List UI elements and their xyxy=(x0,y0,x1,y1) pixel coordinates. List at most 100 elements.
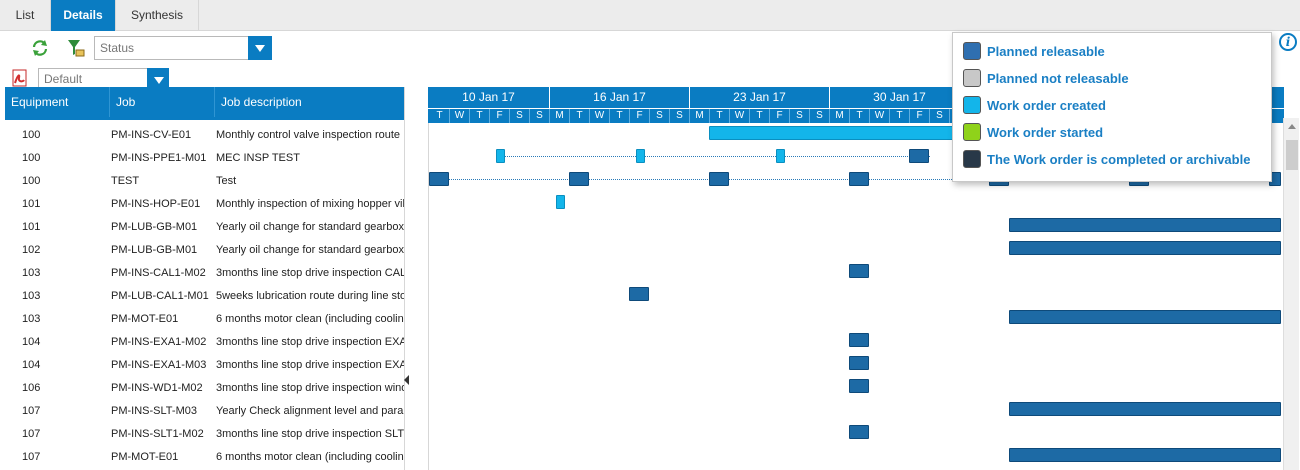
table-row[interactable]: 104 PM-INS-EXA1-M03 3months line stop driv… xyxy=(5,354,404,377)
gantt-bar[interactable] xyxy=(429,172,449,186)
table-row[interactable]: 101 PM-INS-HOP-E01 Monthly inspection of m… xyxy=(5,193,404,216)
gantt-bar[interactable] xyxy=(1009,310,1281,324)
table-row[interactable]: 100 TEST Test xyxy=(5,170,404,193)
table-row[interactable]: 107 PM-INS-SLT-M03 Yearly Check alignment … xyxy=(5,400,404,423)
table-row[interactable]: 103 PM-MOT-E01 6 months motor clean (inclu… xyxy=(5,308,404,331)
cell-description: 3months line stop drive inspection EXA xyxy=(216,336,404,348)
grid-header-divider xyxy=(5,117,404,120)
cell-description: 5weeks lubrication route during line sto xyxy=(216,290,404,302)
gantt-bar-created[interactable] xyxy=(556,195,565,209)
table-row[interactable]: 100 PM-INS-CV-E01 Monthly control valve in… xyxy=(5,124,404,147)
view-select[interactable]: Default xyxy=(38,68,169,88)
cell-job: PM-LUB-GB-M01 xyxy=(111,244,198,256)
legend-label: Planned not releasable xyxy=(987,71,1129,86)
gantt-day-label: W xyxy=(870,109,890,123)
gantt-day-label: W xyxy=(590,109,610,123)
gantt-bar[interactable] xyxy=(849,264,869,278)
gantt-bar[interactable] xyxy=(709,172,729,186)
chevron-down-icon[interactable] xyxy=(147,68,169,88)
cell-description: Yearly oil change for standard gearbox xyxy=(216,244,404,256)
table-row[interactable]: 103 PM-LUB-CAL1-M01 5weeks lubrication rou… xyxy=(5,285,404,308)
gantt-bar[interactable] xyxy=(849,356,869,370)
cell-job: PM-INS-SLT1-M02 xyxy=(111,428,204,440)
cell-job: PM-INS-EXA1-M03 xyxy=(111,359,207,371)
gantt-bar-created[interactable] xyxy=(709,126,954,140)
gantt-week-label: 23 Jan 17 xyxy=(690,87,830,108)
cell-equipment: 107 xyxy=(22,405,41,417)
gantt-day-label: S xyxy=(790,109,810,123)
gantt-day-label: F xyxy=(490,109,510,123)
cell-equipment: 100 xyxy=(22,152,41,164)
gantt-day-label: F xyxy=(630,109,650,123)
cell-job: PM-INS-EXA1-M02 xyxy=(111,336,207,348)
tab-details[interactable]: Details xyxy=(51,0,116,31)
gantt-bar[interactable] xyxy=(849,172,869,186)
gantt-bar[interactable] xyxy=(1009,241,1281,255)
collapse-left-pane-icon[interactable] xyxy=(404,375,409,385)
table-row[interactable]: 107 PM-INS-SLT1-M02 3months line stop driv… xyxy=(5,423,404,446)
scroll-up-icon[interactable] xyxy=(1288,124,1296,129)
legend-popup: Planned releasable Planned not releasabl… xyxy=(952,32,1272,182)
gantt-week-label: 16 Jan 17 xyxy=(550,87,690,108)
gantt-day-label: M xyxy=(830,109,850,123)
vertical-scrollbar[interactable] xyxy=(1283,118,1299,470)
gantt-day-label: T xyxy=(750,109,770,123)
legend-label: Work order started xyxy=(987,125,1104,140)
gantt-bar[interactable] xyxy=(629,287,649,301)
table-row[interactable]: 101 PM-LUB-GB-M01 Yearly oil change for st… xyxy=(5,216,404,239)
info-icon[interactable]: i xyxy=(1279,33,1297,51)
cell-description: 3months line stop drive inspection EXA xyxy=(216,359,404,371)
gantt-bar[interactable] xyxy=(849,425,869,439)
cell-description: 6 months motor clean (including cooling xyxy=(216,451,404,463)
cell-job: PM-INS-PPE1-M01 xyxy=(111,152,207,164)
pdf-icon[interactable] xyxy=(10,68,30,88)
chevron-down-icon[interactable] xyxy=(248,36,272,60)
cell-equipment: 103 xyxy=(22,290,41,302)
cell-description: 3months line stop drive inspection wind xyxy=(216,382,404,394)
cell-description: Monthly inspection of mixing hopper vib xyxy=(216,198,404,210)
table-row[interactable]: 102 PM-LUB-GB-M01 Yearly oil change for st… xyxy=(5,239,404,262)
table-row[interactable]: 106 PM-INS-WD1-M02 3months line stop drive… xyxy=(5,377,404,400)
col-job-description[interactable]: Job description xyxy=(221,95,302,109)
cell-equipment: 100 xyxy=(22,129,41,141)
table-row[interactable]: 104 PM-INS-EXA1-M02 3months line stop driv… xyxy=(5,331,404,354)
tab-synthesis[interactable]: Synthesis xyxy=(116,0,199,31)
status-select-value: Status xyxy=(100,41,135,55)
scroll-thumb[interactable] xyxy=(1286,140,1298,170)
cell-description: Yearly oil change for standard gearbox xyxy=(216,221,404,233)
gantt-bar[interactable] xyxy=(1009,218,1281,232)
gantt-bar[interactable] xyxy=(849,333,869,347)
cell-description: Yearly Check alignment level and parall xyxy=(216,405,404,417)
status-select[interactable]: Status xyxy=(94,36,272,60)
gantt-bar[interactable] xyxy=(909,149,929,163)
gantt-day-label: S xyxy=(510,109,530,123)
gantt-bar[interactable] xyxy=(1009,402,1281,416)
legend-swatch xyxy=(963,69,981,87)
gantt-bar-created[interactable] xyxy=(636,149,645,163)
cell-equipment: 101 xyxy=(22,198,41,210)
gantt-bar-created[interactable] xyxy=(776,149,785,163)
pane-splitter[interactable] xyxy=(404,87,410,470)
table-row[interactable]: 103 PM-INS-CAL1-M02 3months line stop driv… xyxy=(5,262,404,285)
tab-list[interactable]: List xyxy=(0,0,51,31)
view-select-value: Default xyxy=(44,72,83,86)
gantt-day-label: S xyxy=(650,109,670,123)
cell-equipment: 101 xyxy=(22,221,41,233)
gantt-day-label: T xyxy=(570,109,590,123)
gantt-bar[interactable] xyxy=(1009,448,1281,462)
gantt-day-label: W xyxy=(730,109,750,123)
gantt-bar[interactable] xyxy=(569,172,589,186)
cell-description: MEC INSP TEST xyxy=(216,152,300,164)
gantt-day-label: M xyxy=(690,109,710,123)
gantt-bar[interactable] xyxy=(849,379,869,393)
legend-label: Work order created xyxy=(987,98,1106,113)
cell-equipment: 107 xyxy=(22,428,41,440)
gantt-bar-created[interactable] xyxy=(496,149,505,163)
clear-filter-icon[interactable] xyxy=(66,38,86,58)
table-row[interactable]: 107 PM-MOT-E01 6 months motor clean (inclu… xyxy=(5,446,404,469)
cell-job: PM-INS-CAL1-M02 xyxy=(111,267,206,279)
col-job[interactable]: Job xyxy=(110,87,215,117)
col-equipment[interactable]: Equipment xyxy=(5,87,110,117)
refresh-icon[interactable] xyxy=(30,38,50,58)
table-row[interactable]: 100 PM-INS-PPE1-M01 MEC INSP TEST xyxy=(5,147,404,170)
